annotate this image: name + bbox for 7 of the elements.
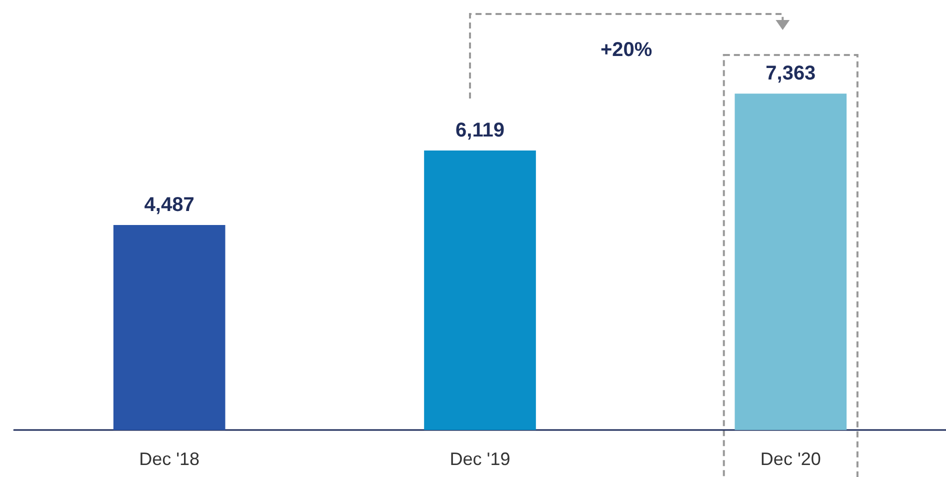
x-tick-label: Dec '20 [760, 449, 821, 469]
x-tick-label: Dec '18 [139, 449, 200, 469]
text: +20% [600, 39, 652, 61]
x-tick-label: Dec '19 [450, 449, 510, 469]
data-label: 4,487 [144, 194, 194, 216]
data-label: 7,363 [766, 62, 816, 85]
data-label: 6,119 [456, 119, 504, 142]
